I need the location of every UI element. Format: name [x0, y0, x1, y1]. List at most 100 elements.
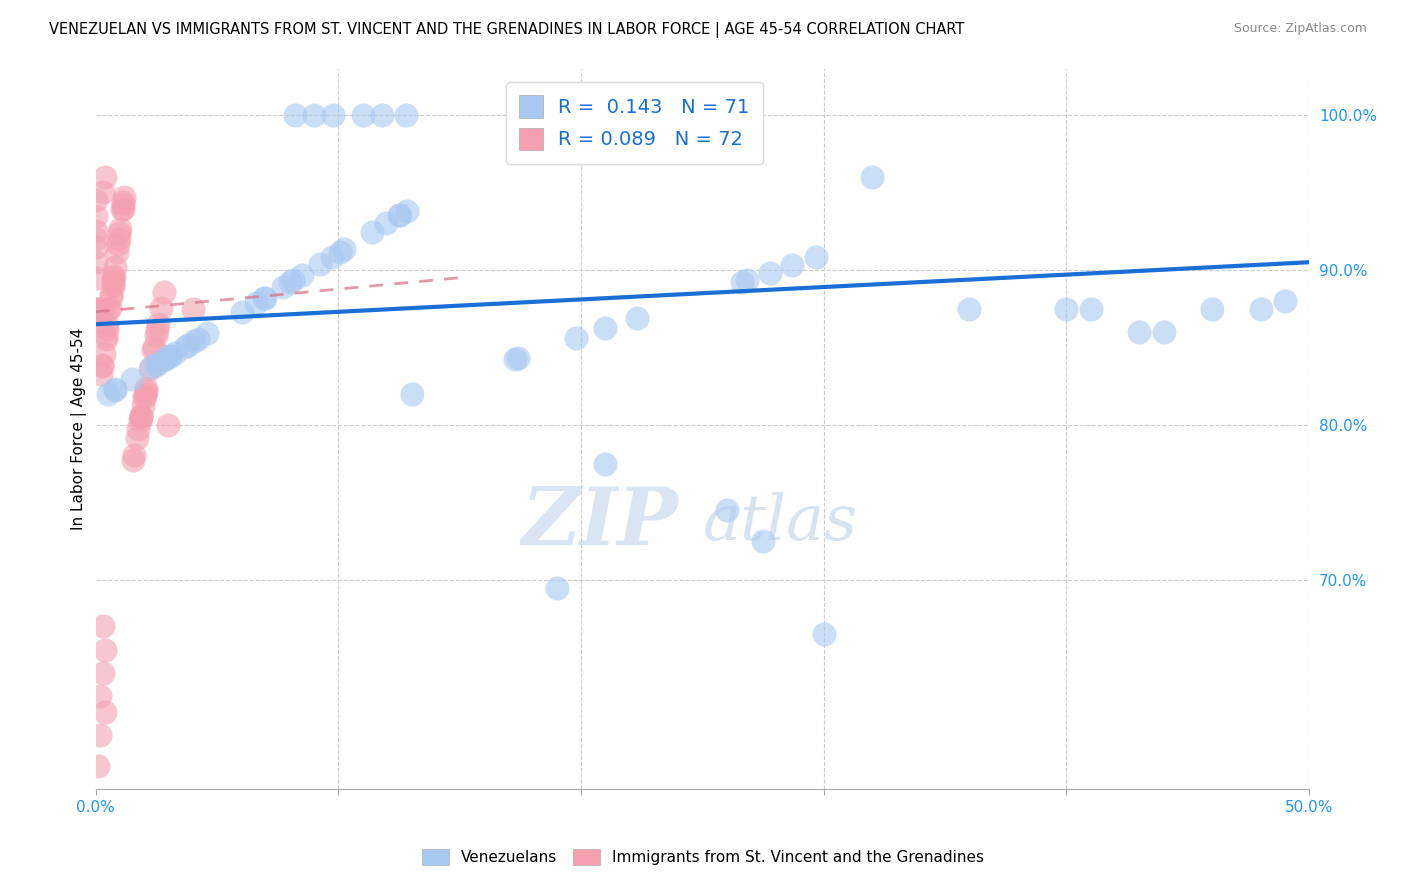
Point: [401, 386, 423, 401]
Point: [129, 409, 152, 423]
Y-axis label: In Labor Force | Age 45-54: In Labor Force | Age 45-54: [72, 327, 87, 530]
Point: [91, 186, 114, 200]
Legend: R =  0.143   N = 71, R = 0.089   N = 72: R = 0.143 N = 71, R = 0.089 N = 72: [506, 82, 763, 164]
Point: [165, 345, 187, 359]
Point: [245, 296, 267, 310]
Point: [253, 291, 276, 305]
Point: [84, 224, 107, 238]
Point: [153, 351, 176, 366]
Point: [145, 328, 167, 343]
Point: [90, 367, 112, 381]
Point: [112, 189, 135, 203]
Point: [125, 431, 148, 445]
Point: [84, 240, 107, 254]
Point: [284, 108, 307, 122]
Point: [104, 260, 127, 274]
Point: [91, 619, 114, 633]
Point: [100, 290, 122, 304]
Point: [84, 193, 107, 207]
Point: [101, 278, 124, 293]
Point: [593, 321, 616, 335]
Point: [134, 386, 156, 401]
Point: [94, 328, 117, 343]
Point: [731, 275, 754, 289]
Point: [112, 194, 135, 209]
Point: [138, 362, 160, 376]
Point: [89, 728, 111, 742]
Point: [132, 400, 155, 414]
Point: [84, 209, 107, 223]
Point: [187, 332, 209, 346]
Point: [371, 108, 394, 122]
Point: [135, 384, 157, 399]
Point: [375, 216, 398, 230]
Point: [87, 759, 110, 773]
Point: [84, 255, 107, 269]
Point: [104, 383, 127, 397]
Point: [141, 360, 163, 375]
Point: [735, 273, 758, 287]
Point: [122, 448, 145, 462]
Point: [153, 352, 176, 367]
Point: [183, 334, 205, 348]
Point: [159, 349, 181, 363]
Point: [564, 331, 586, 345]
Point: [91, 665, 114, 680]
Point: [145, 358, 167, 372]
Point: [271, 279, 294, 293]
Point: [283, 273, 305, 287]
Point: [804, 250, 827, 264]
Point: [626, 310, 648, 325]
Point: [98, 301, 121, 315]
Point: [177, 337, 200, 351]
Point: [173, 340, 195, 354]
Point: [84, 232, 107, 246]
Point: [813, 627, 835, 641]
Point: [395, 108, 418, 122]
Point: [146, 356, 169, 370]
Point: [181, 301, 204, 316]
Point: [195, 326, 218, 340]
Point: [506, 351, 529, 365]
Point: [94, 705, 117, 719]
Point: [1128, 325, 1150, 339]
Point: [1153, 325, 1175, 339]
Point: [111, 202, 134, 217]
Point: [142, 340, 165, 354]
Point: [94, 169, 117, 184]
Point: [752, 534, 775, 549]
Text: ZIP: ZIP: [522, 483, 678, 561]
Point: [121, 372, 143, 386]
Point: [142, 343, 165, 357]
Point: [1250, 301, 1272, 316]
Point: [1080, 301, 1102, 316]
Point: [100, 287, 122, 301]
Point: [103, 271, 125, 285]
Point: [389, 208, 412, 222]
Point: [1056, 301, 1078, 316]
Point: [716, 503, 738, 517]
Point: [759, 266, 782, 280]
Point: [129, 409, 152, 424]
Point: [105, 245, 128, 260]
Point: [253, 291, 276, 305]
Point: [148, 317, 170, 331]
Point: [278, 276, 301, 290]
Point: [129, 410, 152, 425]
Point: [108, 222, 131, 236]
Point: [97, 301, 120, 316]
Point: [957, 301, 980, 316]
Point: [101, 274, 124, 288]
Point: [96, 318, 118, 332]
Point: [107, 232, 129, 246]
Point: [352, 108, 374, 122]
Point: [84, 270, 107, 285]
Point: [107, 236, 129, 251]
Point: [503, 351, 526, 366]
Point: [153, 285, 176, 299]
Point: [309, 257, 332, 271]
Point: [103, 269, 125, 284]
Point: [361, 225, 384, 239]
Point: [91, 359, 114, 374]
Point: [302, 108, 325, 122]
